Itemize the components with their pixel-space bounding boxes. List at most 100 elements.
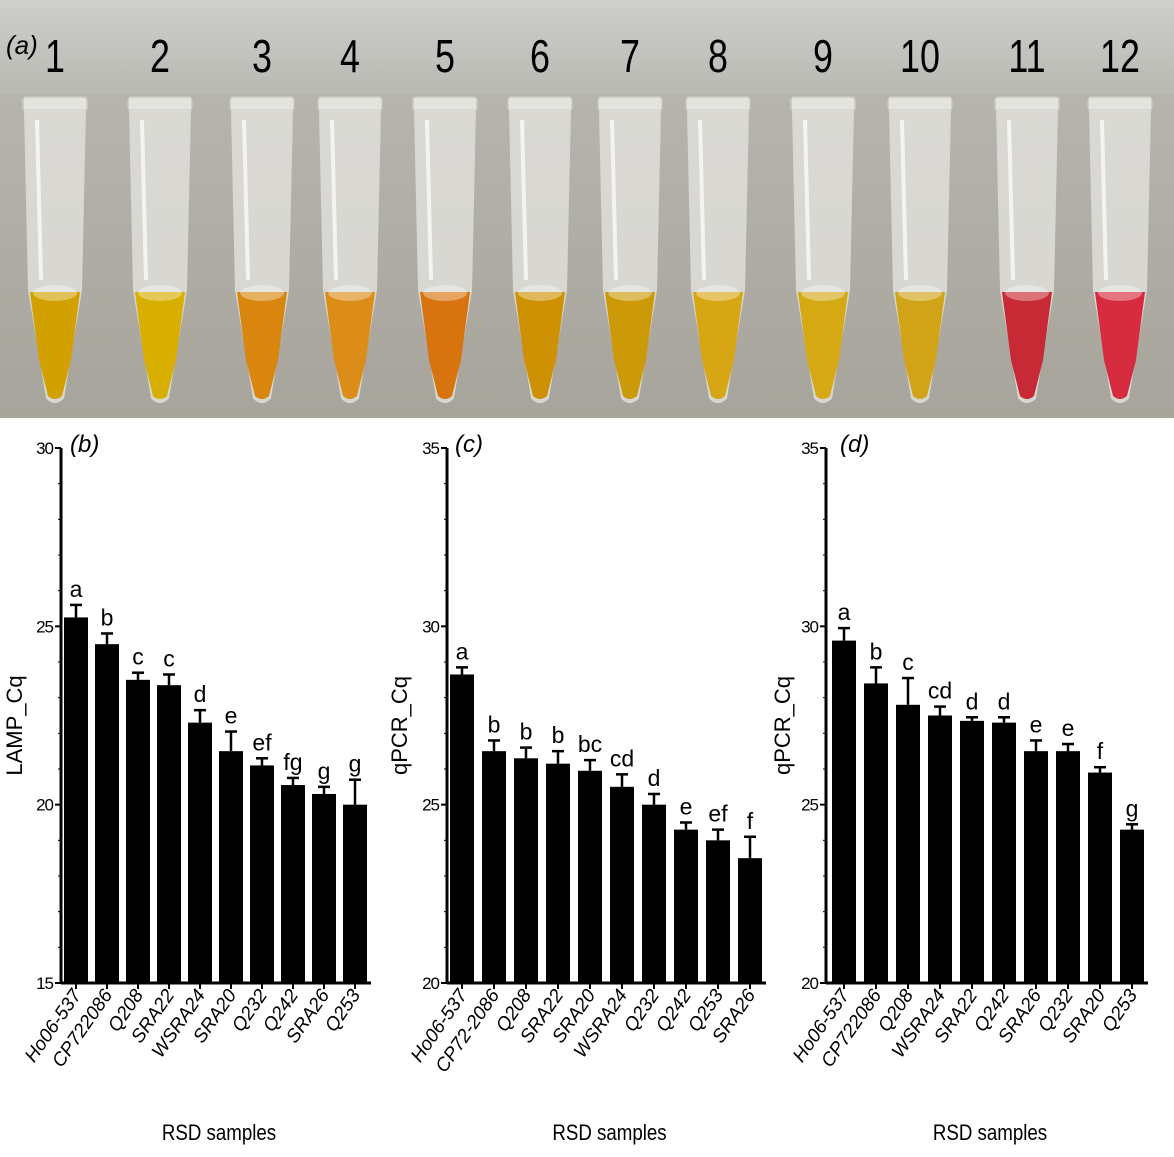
x-axis-label: RSD samples <box>162 1122 276 1146</box>
tube-cap <box>1087 96 1153 112</box>
significance-label: c <box>902 649 914 675</box>
significance-label: f <box>747 808 754 834</box>
significance-label: cd <box>610 745 634 771</box>
tube-meniscus <box>33 285 77 301</box>
bar <box>312 793 336 983</box>
bar <box>706 840 730 983</box>
panel-label: (d) <box>840 431 869 458</box>
bar <box>960 720 984 983</box>
tube-11: 11 <box>994 31 1060 403</box>
tube-6: 6 <box>507 31 573 403</box>
significance-label: b <box>101 604 114 630</box>
panel-a-label: (a) <box>6 30 38 60</box>
tube-meniscus <box>608 285 652 301</box>
bar-charts: (b)15202530LAMP_CqaHo06-537bCP722086cQ20… <box>2 431 1148 1146</box>
tube-number: 12 <box>1100 31 1140 82</box>
bar <box>95 644 119 983</box>
tube-8: 8 <box>685 31 751 403</box>
bar <box>450 674 474 983</box>
y-axis-label: qPCR_Cq <box>387 676 412 775</box>
significance-label: g <box>349 751 362 777</box>
bar <box>157 685 181 983</box>
tube-number: 11 <box>1008 31 1045 82</box>
tube-9: 9 <box>790 31 856 403</box>
tube-meniscus <box>898 285 942 301</box>
tube-glare <box>610 119 618 281</box>
tube-liquid <box>1002 292 1052 399</box>
category-label: Q253 <box>321 985 365 1035</box>
significance-label: ef <box>708 801 728 827</box>
significance-label: g <box>1126 795 1139 821</box>
bar <box>250 765 274 983</box>
significance-label: d <box>648 765 661 791</box>
bar <box>864 683 888 983</box>
significance-label: fg <box>283 749 302 775</box>
tube-10: 10 <box>887 31 953 403</box>
significance-label: b <box>488 711 501 737</box>
bar <box>610 786 634 983</box>
tube-number: 10 <box>900 31 940 82</box>
tube-5: 5 <box>412 31 478 403</box>
chart-c: (c)20253035qPCR_CqaHo06-537bCP72-2086bQ2… <box>387 431 766 1145</box>
tube-number: 2 <box>150 31 170 82</box>
tube-liquid <box>420 292 470 399</box>
tube-glare <box>1100 119 1108 281</box>
tube-meniscus <box>1005 285 1049 301</box>
tube-liquid <box>693 292 743 399</box>
tube-cap <box>597 96 663 112</box>
tube-meniscus <box>518 285 562 301</box>
y-tick-label: 30 <box>36 439 53 458</box>
tube-cap <box>317 96 383 112</box>
bar <box>1088 772 1112 983</box>
tube-number: 5 <box>435 31 455 82</box>
tube-number: 9 <box>813 31 833 82</box>
bar <box>578 770 602 983</box>
tube-4: 4 <box>317 31 383 403</box>
bar <box>546 763 570 983</box>
tube-cap <box>412 96 478 112</box>
bar <box>188 722 212 983</box>
bar <box>1120 829 1144 983</box>
y-tick-label: 35 <box>422 439 439 458</box>
tube-liquid <box>605 292 655 399</box>
y-tick-label: 25 <box>801 796 818 815</box>
bar <box>343 804 367 983</box>
bar <box>219 751 243 983</box>
y-tick-label: 25 <box>422 796 439 815</box>
significance-label: cd <box>928 678 952 704</box>
tube-liquid <box>325 292 375 399</box>
significance-label: e <box>1062 715 1075 741</box>
bar <box>832 640 856 983</box>
bar <box>64 617 88 983</box>
tube-cap <box>22 96 88 112</box>
tube-liquid <box>515 292 565 399</box>
tube-number: 1 <box>45 31 65 82</box>
tube-meniscus <box>138 285 182 301</box>
tube-glare <box>520 119 528 281</box>
tube-liquid <box>135 292 185 399</box>
bar <box>1024 751 1048 983</box>
y-axis-label: qPCR_Cq <box>770 676 795 775</box>
y-tick-label: 15 <box>36 974 53 993</box>
tube-cap <box>507 96 573 112</box>
tube-liquid <box>1095 292 1145 399</box>
tube-7: 7 <box>597 31 663 403</box>
significance-label: bc <box>578 731 602 757</box>
tube-glare <box>698 119 706 281</box>
y-tick-label: 20 <box>801 974 818 993</box>
tube-meniscus <box>1098 285 1142 301</box>
tube-number: 4 <box>340 31 360 82</box>
significance-label: b <box>870 638 883 664</box>
tube-glare <box>140 119 148 281</box>
significance-label: b <box>520 719 533 745</box>
chart-d: (d)20253035qPCR_CqaHo06-537bCP722086cQ20… <box>770 431 1148 1145</box>
tube-liquid <box>30 292 80 399</box>
significance-label: a <box>838 599 851 625</box>
tube-2: 2 <box>127 31 193 403</box>
bar <box>992 722 1016 983</box>
y-tick-label: 30 <box>801 617 818 636</box>
significance-label: d <box>966 688 979 714</box>
tube-glare <box>900 119 908 281</box>
tube-glare <box>242 119 250 281</box>
significance-label: e <box>680 794 693 820</box>
